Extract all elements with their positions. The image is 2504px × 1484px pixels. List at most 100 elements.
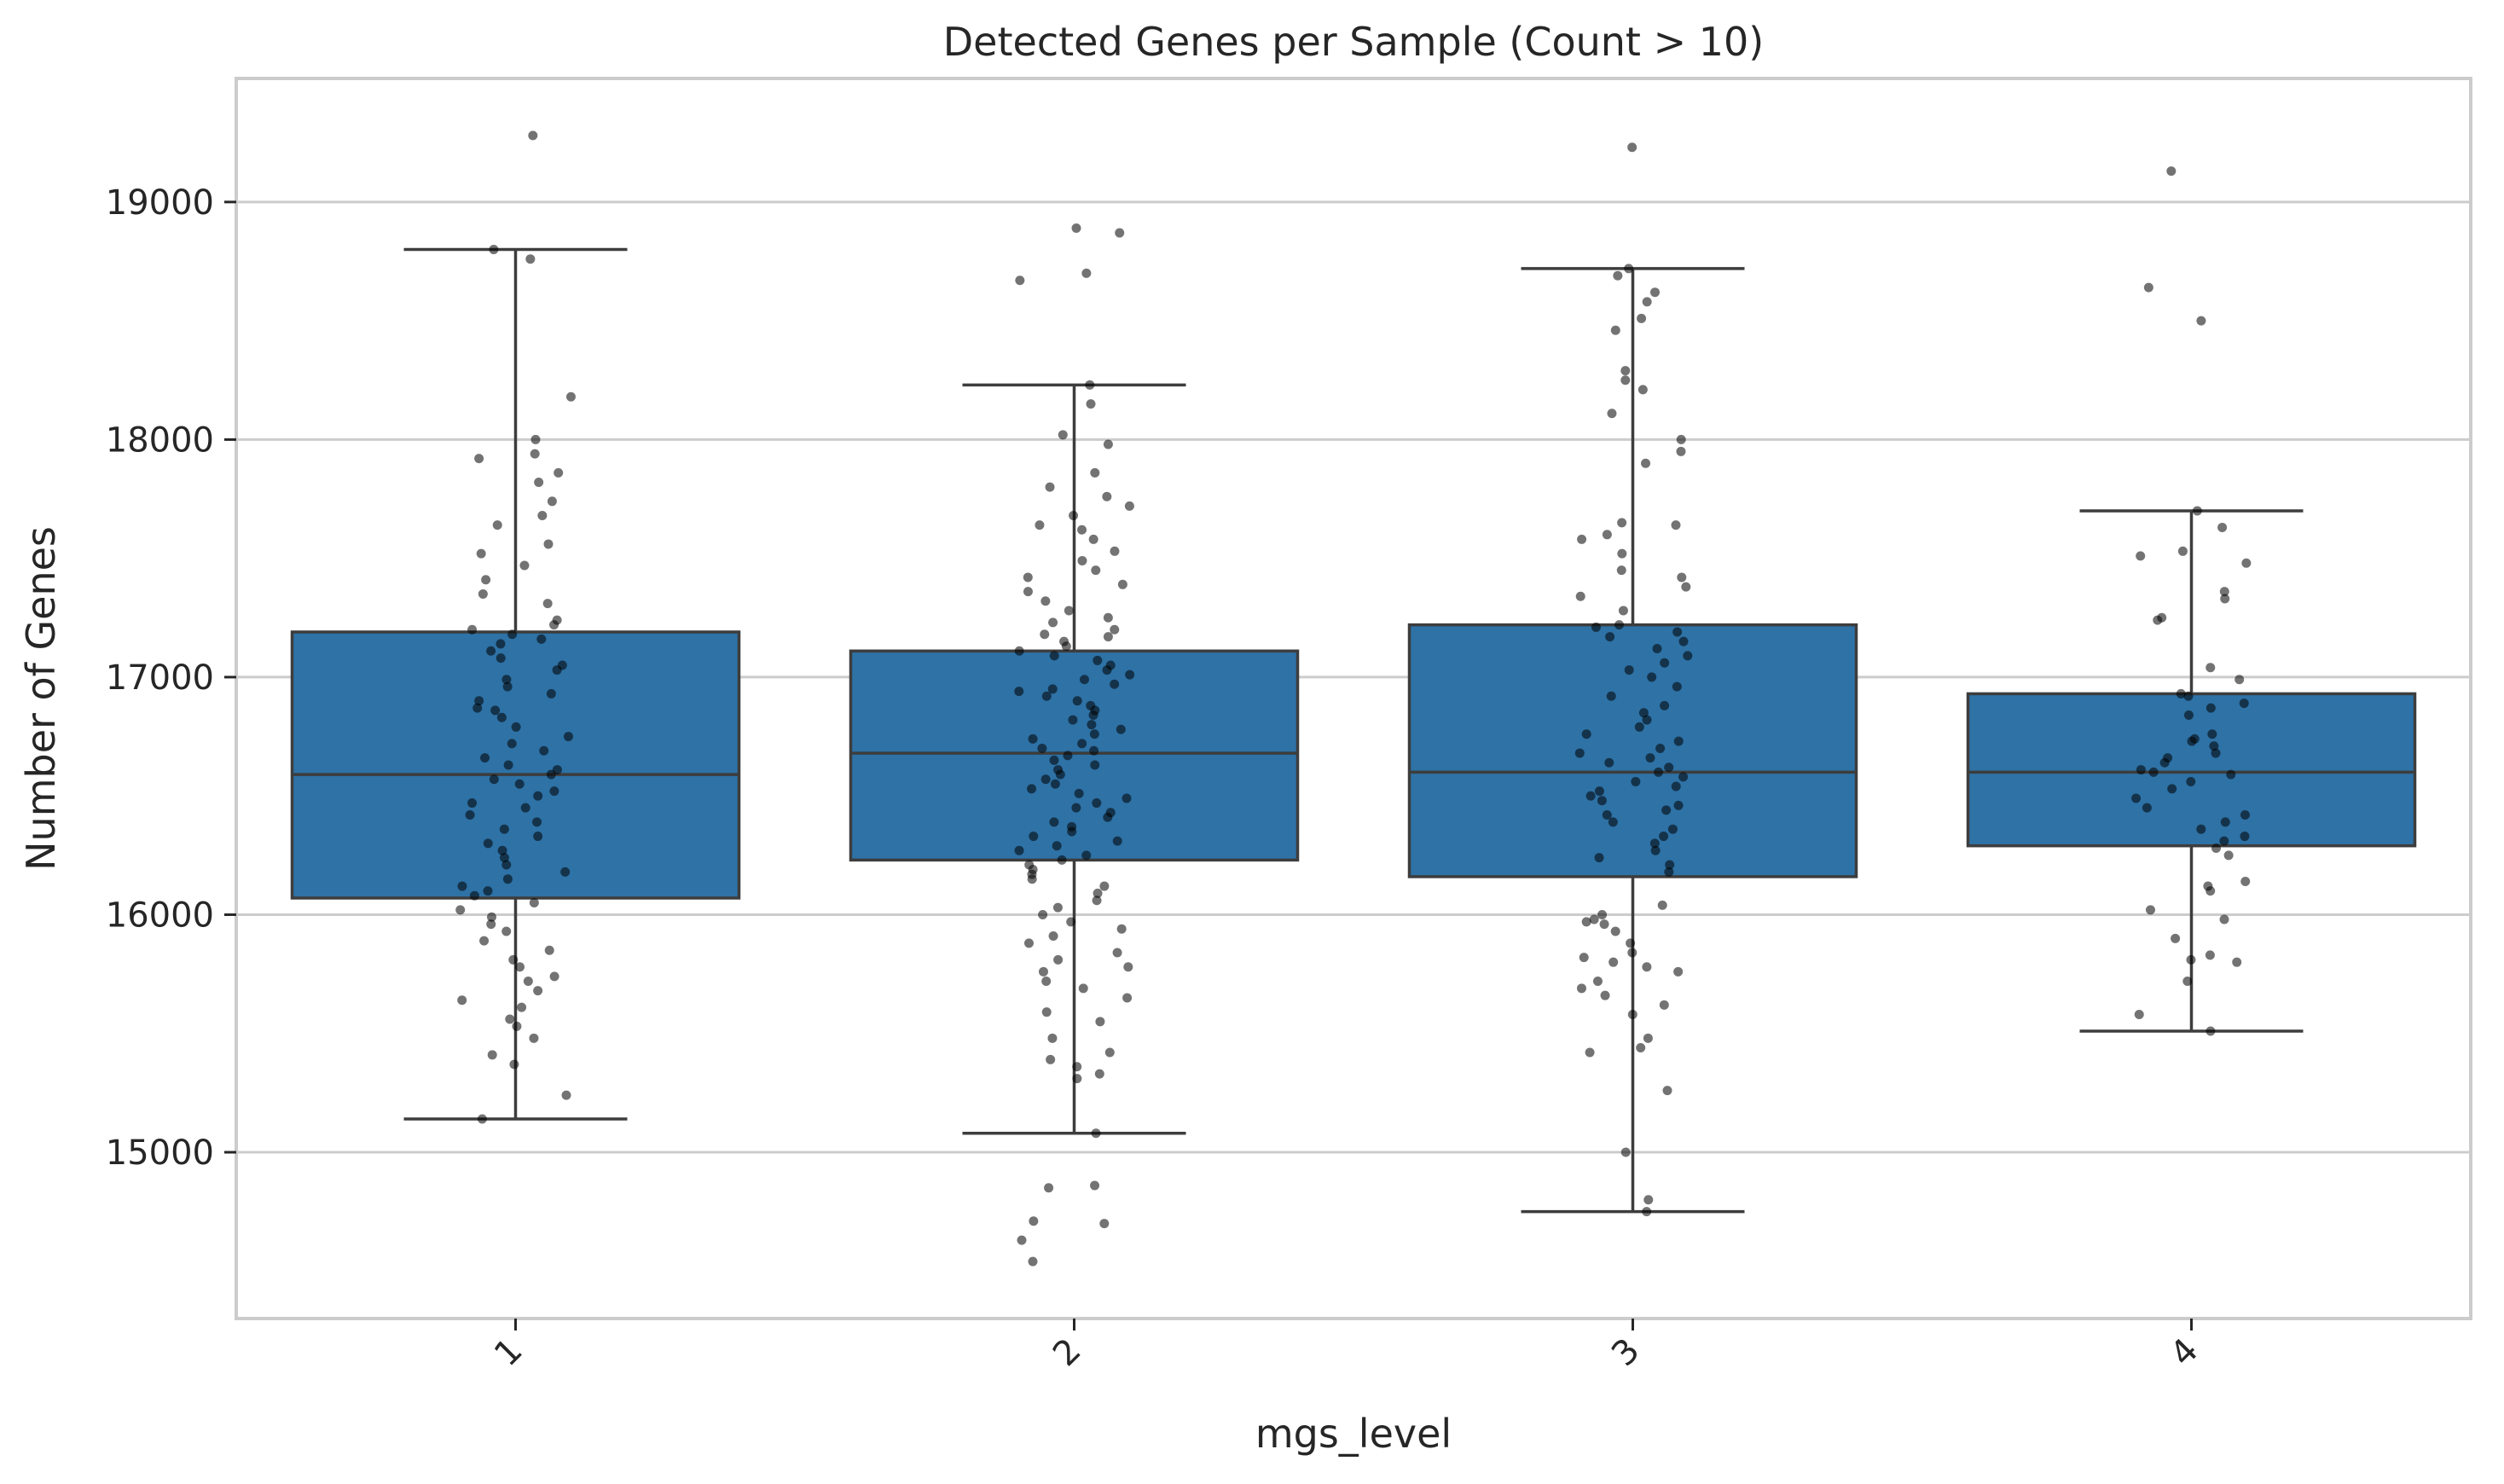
strip-point: [1094, 1069, 1104, 1079]
strip-point: [549, 786, 559, 797]
strip-point: [1069, 511, 1079, 521]
strip-point: [1074, 788, 1084, 798]
strip-point: [563, 732, 573, 742]
strip-point: [1110, 546, 1120, 556]
strip-point: [1057, 855, 1067, 865]
strip-point: [530, 449, 540, 459]
strip-point: [1044, 1183, 1054, 1193]
strip-point: [1616, 565, 1626, 576]
strip-point: [1045, 482, 1055, 492]
strip-point: [1678, 772, 1689, 782]
strip-point: [1038, 966, 1048, 977]
strip-point: [552, 665, 562, 675]
strip-point: [1671, 781, 1681, 791]
strip-point: [1064, 606, 1074, 616]
strip-point: [542, 599, 553, 609]
strip-point: [1652, 644, 1662, 654]
strip-point: [1613, 270, 1623, 281]
strip-point: [507, 739, 517, 749]
strip-point: [1029, 832, 1039, 842]
strip-point: [520, 803, 530, 813]
box-iqr: [1966, 692, 2417, 848]
strip-point: [1671, 520, 1681, 530]
strip-point: [2136, 765, 2146, 775]
strip-point: [1049, 817, 1059, 827]
strip-point: [1091, 565, 1101, 576]
x-axis-ticks: 1 2 3 4: [487, 1319, 2206, 1374]
strip-point: [2239, 699, 2249, 709]
strip-point: [1597, 796, 1607, 806]
strip-point: [1574, 748, 1585, 758]
box-iqr: [290, 630, 741, 900]
strip-point: [1112, 836, 1122, 846]
strip-point: [1607, 409, 1617, 419]
strip-point: [1642, 297, 1652, 307]
strip-point: [515, 962, 525, 972]
strip-point: [2220, 594, 2230, 604]
strip-point: [1576, 983, 1586, 994]
box-group-4: [1966, 509, 2417, 1033]
strip-point: [532, 817, 542, 827]
strip-point: [547, 496, 557, 507]
strip-point: [533, 832, 543, 842]
strip-point: [1112, 948, 1122, 958]
strip-point: [1677, 572, 1687, 583]
y-tick-label: 19000: [106, 183, 214, 223]
strip-point: [1642, 962, 1652, 972]
strip-point: [1655, 743, 1666, 753]
x-tick-label: 3: [1604, 1331, 1648, 1375]
strip-point: [2205, 703, 2216, 713]
strip-point: [2234, 675, 2245, 685]
strip-point: [1081, 268, 1092, 278]
strip-point: [1600, 990, 1610, 1000]
strip-point: [1575, 591, 1585, 601]
strip-point: [1049, 651, 1059, 661]
strip-point: [1662, 1086, 1672, 1096]
strip-point: [1672, 627, 1683, 637]
strip-point: [501, 926, 512, 936]
strip-point: [554, 467, 564, 478]
strip-point: [1617, 518, 1627, 528]
strip-point: [492, 520, 502, 530]
strip-point: [1124, 501, 1134, 511]
strip-point: [509, 1059, 519, 1070]
strip-point: [2205, 886, 2216, 896]
strip-point: [1676, 446, 1686, 456]
strip-point: [489, 774, 499, 785]
strip-point: [2167, 784, 2177, 794]
strip-point: [1624, 264, 1634, 274]
strip-point: [496, 639, 506, 649]
strip-point: [1102, 665, 1112, 675]
strip-point: [512, 1021, 522, 1031]
strip-point: [1673, 966, 1684, 977]
strip-point: [2232, 957, 2242, 967]
box-iqr: [1407, 623, 1858, 878]
strip-point: [1052, 902, 1063, 913]
strip-point: [1672, 681, 1682, 692]
strip-point: [1123, 962, 1133, 972]
strip-point: [496, 712, 507, 722]
strip-point: [1110, 624, 1120, 635]
strip-point: [1581, 729, 1591, 739]
x-tick-label: 1: [487, 1331, 530, 1375]
strip-point: [1052, 841, 1062, 851]
strip-point: [1627, 948, 1637, 958]
strip-point: [1673, 736, 1684, 746]
strip-point: [1103, 632, 1113, 642]
strip-point: [1115, 228, 1125, 238]
strip-point: [1664, 867, 1674, 877]
strip-point: [1664, 762, 1674, 773]
strip-point: [1089, 729, 1099, 739]
strip-point: [1627, 1009, 1637, 1019]
strip-point: [2134, 1009, 2144, 1019]
strip-point: [1081, 850, 1092, 861]
strip-point: [1642, 715, 1652, 725]
strip-point: [1058, 430, 1068, 440]
strip-point: [1602, 809, 1612, 820]
strip-point: [1110, 679, 1120, 689]
strip-point: [1015, 275, 1025, 286]
strip-point: [528, 130, 538, 141]
strip-point: [487, 1050, 497, 1060]
strip-point: [1103, 812, 1113, 822]
strip-point: [533, 791, 543, 801]
